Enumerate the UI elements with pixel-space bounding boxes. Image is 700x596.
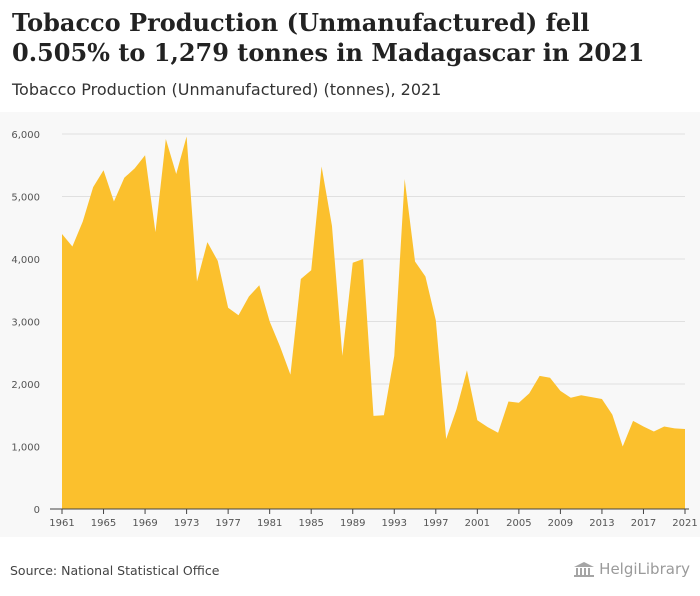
- x-tick-label: 2005: [506, 518, 531, 529]
- production-area: [62, 136, 685, 509]
- library-building-icon: [574, 562, 595, 577]
- x-tick-label: 2013: [589, 518, 614, 529]
- axes: 0 1,000 2,000 3,000 4,000 5,000 6,000 1961 1965 1…: [11, 130, 697, 529]
- x-tick-label: 1997: [423, 518, 448, 529]
- area-chart: 0 1,000 2,000 3,000 4,000 5,000 6,000 1961 1965 1…: [0, 112, 700, 537]
- x-tick-label: 1977: [215, 518, 240, 529]
- x-tick-label: 2009: [548, 518, 573, 529]
- x-tick-label: 1961: [49, 518, 74, 529]
- y-tick-label: 1,000: [11, 443, 40, 454]
- x-tick-label: 1965: [91, 518, 116, 529]
- chart-title: Tobacco Production (Unmanufactured) fell…: [12, 8, 645, 67]
- x-tick-label: 1969: [132, 518, 157, 529]
- source-note: Source: National Statistical Office: [10, 563, 220, 578]
- x-tick-label: 1981: [257, 518, 282, 529]
- x-tick-label: 2017: [631, 518, 656, 529]
- helgi-library-logo: HelgiLibrary: [573, 560, 690, 578]
- x-tick-label: 2001: [465, 518, 490, 529]
- y-tick-label: 4,000: [11, 255, 40, 266]
- y-tick-label: 5,000: [11, 193, 40, 204]
- x-tick-label: 1985: [298, 518, 323, 529]
- y-tick-label: 2,000: [11, 380, 40, 391]
- chart-subtitle: Tobacco Production (Unmanufactured) (ton…: [12, 80, 442, 99]
- x-tick-label: 2021: [672, 518, 697, 529]
- x-tick-label: 1973: [174, 518, 199, 529]
- x-tick-label: 1989: [340, 518, 365, 529]
- logo-text: HelgiLibrary: [599, 560, 690, 578]
- x-tick-label: 1993: [382, 518, 407, 529]
- y-tick-label: 3,000: [11, 318, 40, 329]
- area-series: [62, 136, 685, 509]
- y-tick-label: 0: [34, 505, 40, 516]
- y-tick-label: 6,000: [11, 130, 40, 141]
